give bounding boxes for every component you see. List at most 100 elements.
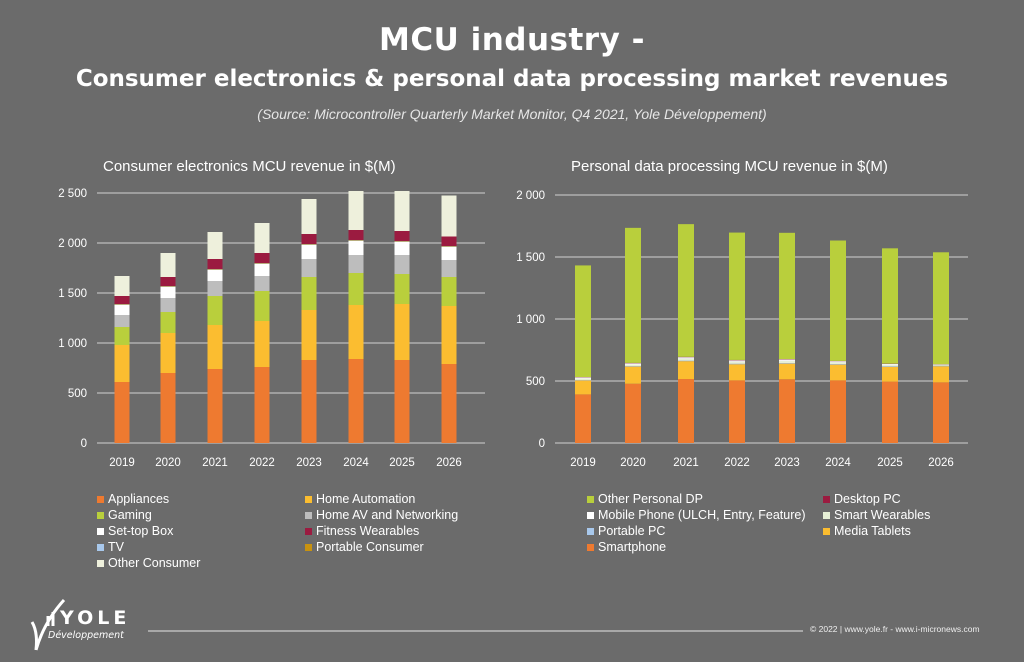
copyright-text: © 2022 | www.yole.fr - www.i-micronews.c…	[810, 624, 980, 634]
personal-dp-bar-smart-wearables-2021	[678, 358, 694, 361]
personal-dp-bar-media-tablets-2019	[575, 380, 591, 395]
consumer-x-tick-label: 2019	[109, 457, 135, 469]
consumer-bar-tv-2026	[441, 246, 457, 247]
consumer-bar-fitness-wearables-2023	[301, 234, 317, 244]
legend-label: Desktop PC	[834, 492, 901, 506]
source-note: (Source: Microcontroller Quarterly Marke…	[257, 106, 767, 122]
footer-divider	[148, 630, 803, 632]
legend-item: Gaming	[97, 507, 152, 523]
legend-swatch	[823, 495, 830, 503]
legend-label: Gaming	[108, 508, 152, 522]
legend-swatch	[587, 495, 594, 503]
legend-swatch	[823, 527, 830, 535]
consumer-bar-gaming-2019	[114, 327, 130, 345]
consumer-y-tick-label: 1 000	[58, 338, 87, 350]
legend-item: Set-top Box	[97, 523, 173, 539]
consumer-bar-set-top-box-2023	[301, 245, 317, 259]
consumer-bar-home-av-and-networking-2025	[394, 255, 410, 274]
personal-dp-bar-other-personal-dp-2021	[678, 224, 694, 357]
consumer-bar-home-av-and-networking-2023	[301, 259, 317, 277]
consumer-bar-home-av-and-networking-2022	[254, 276, 270, 291]
svg-text:Développement: Développement	[48, 630, 125, 641]
personal-dp-bar-smartphone-2020	[625, 383, 641, 443]
personal-dp-bar-other-personal-dp-2022	[729, 232, 745, 360]
legend-swatch	[305, 495, 312, 503]
consumer-bar-portable-consumer-2025	[394, 241, 410, 242]
personal-dp-bar-smart-wearables-2025	[882, 364, 898, 367]
consumer-bar-appliances-2021	[207, 369, 223, 443]
consumer-bar-other-consumer-2020	[160, 253, 176, 277]
legend-swatch	[97, 543, 104, 551]
consumer-bar-tv-2022	[254, 263, 270, 264]
legend-swatch	[97, 559, 104, 567]
legend-item: Media Tablets	[823, 523, 911, 539]
consumer-bar-appliances-2023	[301, 360, 317, 443]
personal-dp-bar-smartphone-2023	[779, 379, 795, 443]
personal-dp-bar-smart-wearables-2023	[779, 360, 795, 364]
consumer-bar-tv-2023	[301, 244, 317, 245]
legend-item: Smart Wearables	[823, 507, 930, 523]
personal-dp-bar-smartphone-2025	[882, 381, 898, 443]
legend-label: Media Tablets	[834, 524, 911, 538]
consumer-bar-set-top-box-2020	[160, 287, 176, 298]
main-title: MCU industry -	[379, 22, 645, 58]
consumer-y-tick-label: 1 500	[58, 288, 87, 300]
personal-dp-bar-media-tablets-2026	[933, 366, 949, 383]
consumer-bar-gaming-2026	[441, 277, 457, 306]
consumer-bar-other-consumer-2019	[114, 276, 130, 296]
personal-dp-bar-smartphone-2019	[575, 394, 591, 443]
consumer-bar-gaming-2024	[348, 273, 364, 305]
personal-dp-x-tick-label: 2024	[825, 457, 851, 469]
personal-dp-y-tick-label: 1 500	[516, 252, 545, 264]
consumer-bar-home-av-and-networking-2020	[160, 298, 176, 312]
legend-label: Home Automation	[316, 492, 416, 506]
personal-dp-x-tick-label: 2025	[877, 457, 903, 469]
legend-label: Appliances	[108, 492, 170, 506]
consumer-y-tick-label: 2 500	[58, 188, 87, 200]
consumer-bar-fitness-wearables-2022	[254, 253, 270, 263]
personal-dp-bar-smartphone-2021	[678, 379, 694, 443]
consumer-bar-gaming-2023	[301, 277, 317, 310]
legend-item: Other Consumer	[97, 555, 200, 571]
consumer-bar-home-automation-2020	[160, 333, 176, 373]
personal-dp-bar-mobile-phone-ulch-entry-feature--2020	[625, 363, 641, 365]
personal-dp-bar-mobile-phone-ulch-entry-feature--2021	[678, 357, 694, 359]
consumer-bar-tv-2025	[394, 241, 410, 242]
consumer-bar-tv-2020	[160, 286, 176, 287]
personal-dp-bar-smart-wearables-2022	[729, 361, 745, 364]
personal-dp-bar-smartphone-2022	[729, 380, 745, 443]
consumer-y-tick-label: 0	[81, 438, 87, 450]
legend-swatch	[97, 511, 104, 519]
legend-swatch	[97, 527, 104, 535]
personal-dp-bar-smart-wearables-2024	[830, 362, 846, 365]
consumer-bar-set-top-box-2022	[254, 264, 270, 276]
consumer-bar-gaming-2021	[207, 296, 223, 325]
consumer-bar-other-consumer-2021	[207, 232, 223, 259]
legend-label: Other Personal DP	[598, 492, 703, 506]
consumer-bar-fitness-wearables-2021	[207, 259, 223, 269]
consumer-bar-portable-consumer-2019	[114, 304, 130, 305]
consumer-y-tick-label: 500	[68, 388, 87, 400]
consumer-bar-portable-consumer-2022	[254, 263, 270, 264]
consumer-bar-home-av-and-networking-2024	[348, 255, 364, 273]
consumer-bar-gaming-2022	[254, 291, 270, 321]
consumer-x-tick-label: 2026	[436, 457, 462, 469]
personal-dp-bar-other-personal-dp-2026	[933, 252, 949, 365]
personal-dp-x-tick-label: 2020	[620, 457, 646, 469]
subtitle: Consumer electronics & personal data pro…	[75, 66, 949, 92]
legend-item: Home AV and Networking	[305, 507, 458, 523]
legend-label: Other Consumer	[108, 556, 201, 570]
consumer-bar-home-automation-2024	[348, 305, 364, 359]
personal-dp-bar-mobile-phone-ulch-entry-feature--2022	[729, 360, 745, 362]
yole-logo: YOLE Développement	[30, 598, 130, 651]
personal-dp-bar-other-personal-dp-2019	[575, 265, 591, 378]
legend-item: Fitness Wearables	[305, 523, 419, 539]
personal-dp-y-tick-label: 500	[526, 376, 545, 388]
legend-swatch	[587, 527, 594, 535]
personal-dp-y-tick-label: 1 000	[516, 314, 545, 326]
legend-swatch	[587, 511, 594, 519]
svg-text:YOLE: YOLE	[59, 607, 130, 629]
consumer-bar-fitness-wearables-2026	[441, 236, 457, 246]
legend-label: Smart Wearables	[834, 508, 931, 522]
